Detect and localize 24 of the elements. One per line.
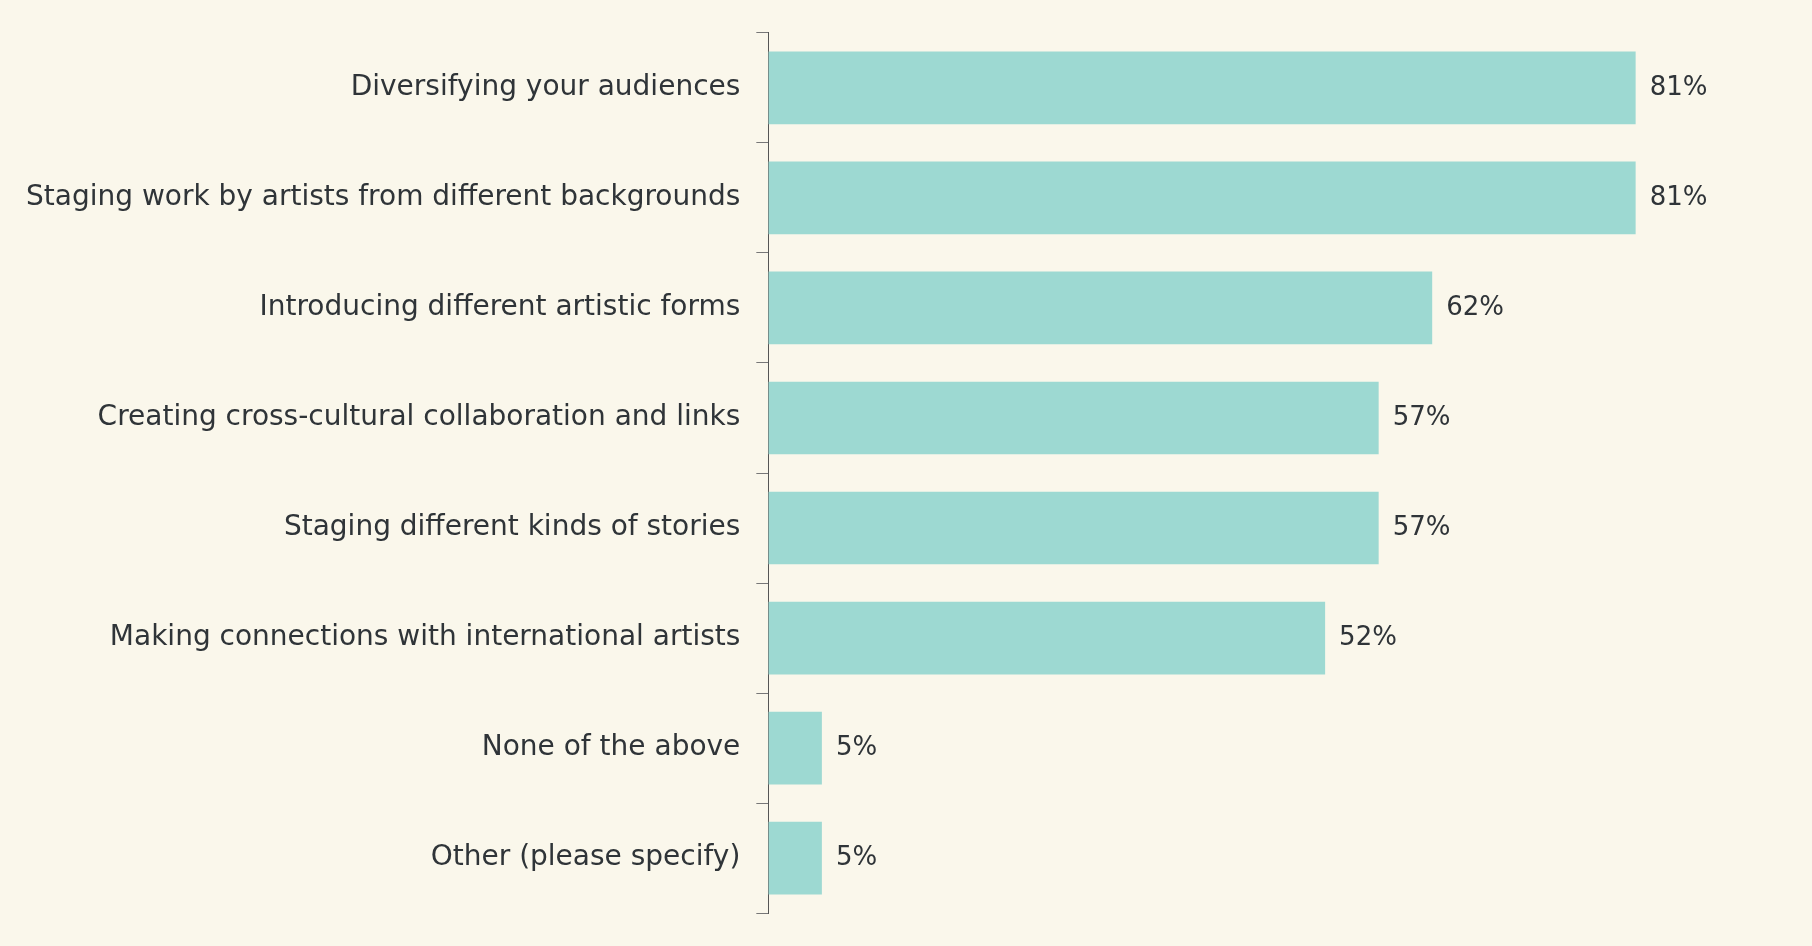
bar	[768, 271, 1433, 345]
data-label: 5%	[835, 730, 878, 761]
y-tick-label: Creating cross-cultural collaboration and links	[97, 399, 741, 433]
y-tick-label: Making connections with international artists	[109, 619, 741, 653]
bar	[768, 381, 1379, 455]
data-label: 5%	[835, 840, 878, 871]
bar	[768, 601, 1326, 675]
y-tick-label: Staging different kinds of stories	[283, 509, 741, 543]
data-label: 57%	[1392, 510, 1451, 541]
data-label: 62%	[1446, 290, 1504, 321]
bar	[768, 51, 1636, 125]
y-tick-label: Diversifying your audiences	[350, 69, 741, 103]
y-tick-label: Staging work by artists from different backgrounds	[26, 179, 741, 213]
y-tick-label: Other (please specify)	[430, 839, 741, 873]
y-tick-label: None of the above	[481, 729, 741, 763]
data-label: 81%	[1649, 180, 1708, 211]
bar	[768, 711, 822, 785]
bar	[768, 161, 1636, 235]
data-label: 81%	[1649, 70, 1708, 101]
bar	[768, 821, 822, 895]
data-label: 57%	[1392, 400, 1451, 431]
data-label: 52%	[1339, 620, 1397, 651]
y-tick-label: Introducing different artistic forms	[259, 289, 741, 323]
bar	[768, 491, 1379, 565]
